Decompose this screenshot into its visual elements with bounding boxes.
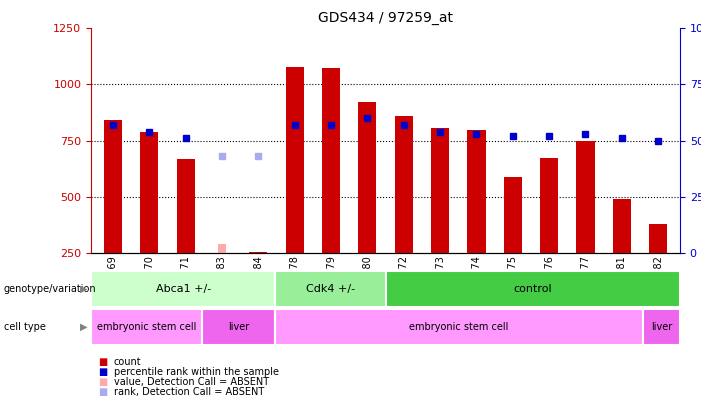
Bar (576, 141, 594, 253)
Text: embryonic stem cell: embryonic stem cell (97, 322, 196, 332)
Text: ■: ■ (98, 357, 107, 367)
Bar (395, 116, 413, 253)
Text: percentile rank within the sample: percentile rank within the sample (114, 367, 278, 377)
Text: genotype/variation: genotype/variation (4, 284, 96, 294)
Text: liver: liver (228, 322, 249, 332)
Text: value, Detection Call = ABSENT: value, Detection Call = ABSENT (114, 377, 268, 387)
Text: control: control (513, 284, 552, 294)
Bar (613, 199, 631, 253)
Bar (431, 128, 449, 253)
Title: GDS434 / 97259_at: GDS434 / 97259_at (318, 11, 453, 25)
Bar (140, 131, 158, 253)
Bar (649, 224, 667, 253)
Text: liver: liver (651, 322, 672, 332)
Text: ■: ■ (98, 387, 107, 396)
Bar (358, 102, 376, 253)
Bar (177, 159, 195, 253)
Text: Cdk4 +/-: Cdk4 +/- (306, 284, 355, 294)
Text: cell type: cell type (4, 322, 46, 332)
Text: Abca1 +/-: Abca1 +/- (156, 284, 211, 294)
Text: ▶: ▶ (80, 322, 88, 332)
Bar (504, 177, 522, 253)
Text: count: count (114, 357, 141, 367)
Bar (104, 120, 122, 253)
Bar (322, 69, 340, 253)
Bar (218, 244, 226, 253)
Bar (285, 67, 304, 253)
Text: ▶: ▶ (80, 284, 88, 294)
Text: ■: ■ (98, 377, 107, 387)
Bar (468, 130, 486, 253)
Text: ■: ■ (98, 367, 107, 377)
Text: rank, Detection Call = ABSENT: rank, Detection Call = ABSENT (114, 387, 264, 396)
Bar (250, 252, 267, 253)
Text: embryonic stem cell: embryonic stem cell (409, 322, 509, 332)
Bar (540, 158, 558, 253)
